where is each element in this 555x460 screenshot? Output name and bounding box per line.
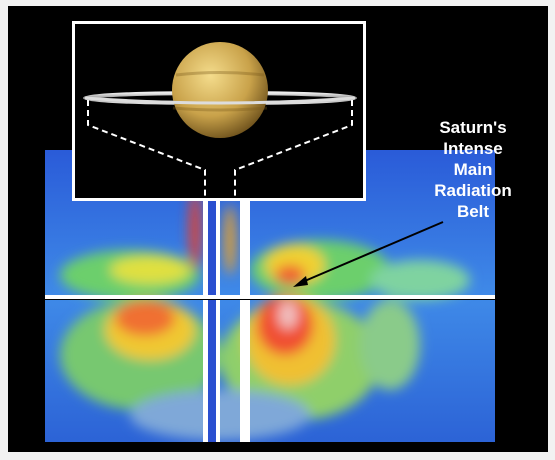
arrow-line [299,221,444,284]
annotation-line: Main [454,160,493,179]
zoom-lines [87,100,353,200]
planet-bands [172,71,268,112]
annotation-line: Belt [457,202,489,221]
arrow-head [293,276,308,287]
saturn [172,42,268,138]
ring-front [84,96,356,105]
annotation: Saturn's Intense Main Radiation Belt [434,118,511,221]
annotation-line: Saturn's [439,118,506,137]
annotation-line: Radiation [434,181,511,200]
annotation-line: Intense [443,139,503,158]
